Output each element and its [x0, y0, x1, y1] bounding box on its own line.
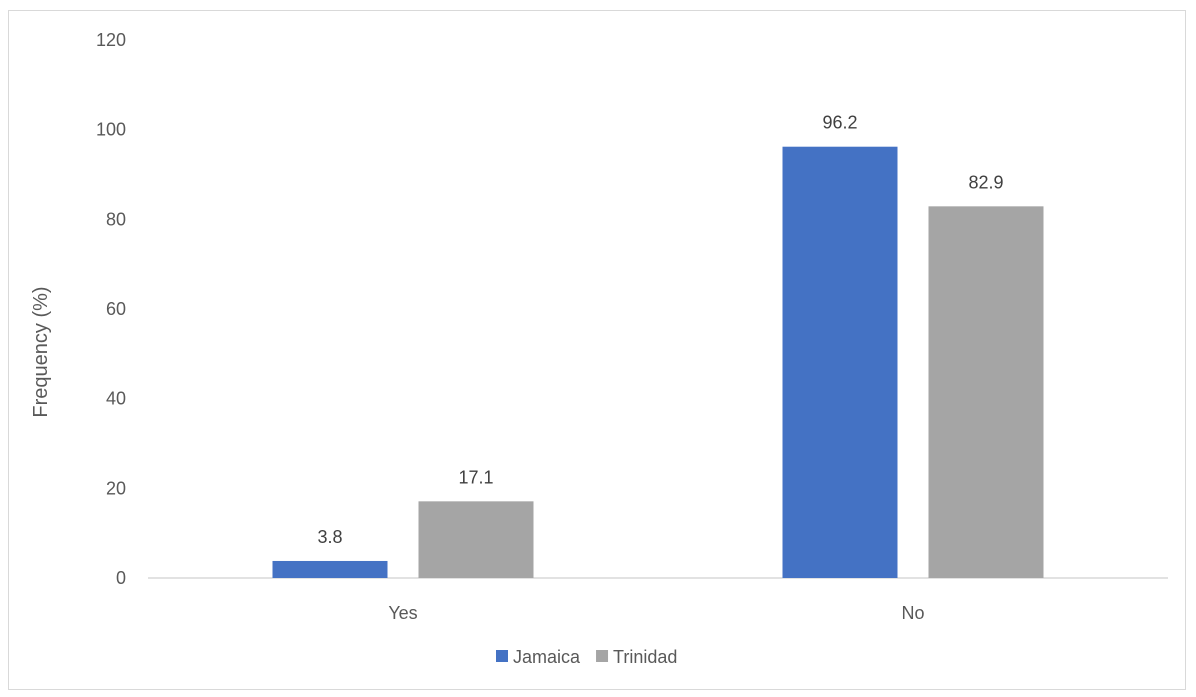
- bar-trinidad-no: [928, 206, 1044, 578]
- y-axis-ticks: 0 20 40 60 80 100 120: [96, 30, 126, 588]
- bar-trinidad-yes: [418, 501, 534, 578]
- bar-jamaica-yes: [272, 560, 388, 578]
- bars: [272, 146, 1044, 578]
- y-tick-label: 80: [106, 209, 126, 229]
- bar-jamaica-no: [782, 146, 898, 578]
- y-tick-label: 100: [96, 120, 126, 140]
- y-tick-label: 60: [106, 299, 126, 319]
- data-label: 96.2: [822, 113, 857, 133]
- data-label: 3.8: [317, 527, 342, 547]
- x-tick-label: No: [901, 603, 924, 623]
- y-tick-label: 20: [106, 478, 126, 498]
- y-tick-label: 0: [116, 568, 126, 588]
- legend-swatch-jamaica: [496, 650, 508, 662]
- y-axis-label: Frequency (%): [30, 286, 52, 417]
- data-label: 17.1: [458, 467, 493, 487]
- data-label: 82.9: [968, 172, 1003, 192]
- legend-label-trinidad: Trinidad: [613, 647, 677, 667]
- legend-swatch-trinidad: [596, 650, 609, 662]
- y-tick-label: 120: [96, 30, 126, 50]
- data-labels: 3.8 17.1 96.2 82.9: [317, 113, 1003, 547]
- legend-label-jamaica: Jamaica: [513, 647, 581, 667]
- y-tick-label: 40: [106, 389, 126, 409]
- legend: Jamaica Trinidad: [496, 647, 677, 667]
- x-axis-ticks: Yes No: [388, 603, 924, 623]
- x-tick-label: Yes: [388, 603, 417, 623]
